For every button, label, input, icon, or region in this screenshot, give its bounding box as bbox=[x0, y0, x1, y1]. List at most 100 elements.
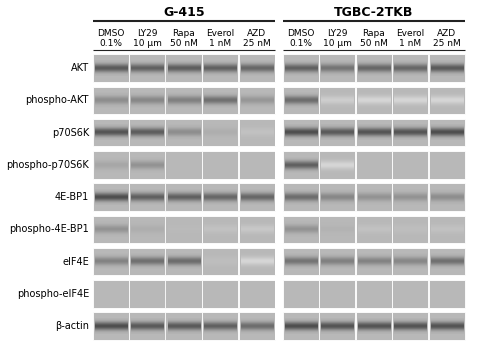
Text: phospho-AKT: phospho-AKT bbox=[26, 95, 89, 105]
Bar bbox=[356, 87, 392, 114]
Bar bbox=[356, 280, 392, 307]
Text: 1 nM: 1 nM bbox=[399, 39, 421, 48]
Bar bbox=[202, 216, 238, 243]
Bar bbox=[282, 216, 319, 243]
Text: 10 μm: 10 μm bbox=[133, 39, 162, 48]
Bar bbox=[319, 87, 356, 114]
Text: DMSO: DMSO bbox=[287, 29, 314, 38]
Text: 1 nM: 1 nM bbox=[209, 39, 232, 48]
Bar bbox=[202, 183, 238, 211]
Text: phospho-p70S6K: phospho-p70S6K bbox=[6, 160, 89, 170]
Text: Everol: Everol bbox=[396, 29, 424, 38]
Bar bbox=[129, 54, 166, 82]
Text: Rapa: Rapa bbox=[362, 29, 385, 38]
Text: 25 nM: 25 nM bbox=[243, 39, 270, 48]
Bar bbox=[202, 54, 238, 82]
Bar bbox=[319, 248, 356, 275]
Bar bbox=[428, 119, 465, 146]
Text: 50 nM: 50 nM bbox=[360, 39, 388, 48]
Bar bbox=[428, 87, 465, 114]
Text: DMSO: DMSO bbox=[97, 29, 124, 38]
Bar bbox=[282, 280, 319, 307]
Bar bbox=[238, 248, 275, 275]
Bar bbox=[282, 119, 319, 146]
Bar bbox=[92, 119, 129, 146]
Bar bbox=[92, 216, 129, 243]
Bar bbox=[166, 248, 202, 275]
Bar bbox=[275, 54, 282, 82]
Bar bbox=[92, 87, 129, 114]
Bar bbox=[202, 280, 238, 307]
Text: LY29: LY29 bbox=[327, 29, 347, 38]
Bar bbox=[92, 151, 129, 179]
Bar bbox=[129, 183, 166, 211]
Bar bbox=[428, 183, 465, 211]
Bar bbox=[238, 280, 275, 307]
Bar bbox=[202, 151, 238, 179]
Bar bbox=[319, 151, 356, 179]
Text: p70S6K: p70S6K bbox=[52, 127, 89, 138]
Bar bbox=[319, 54, 356, 82]
Text: AKT: AKT bbox=[71, 63, 89, 73]
Bar bbox=[238, 54, 275, 82]
Bar bbox=[166, 280, 202, 307]
Bar bbox=[428, 248, 465, 275]
Text: AZD: AZD bbox=[247, 29, 266, 38]
Bar bbox=[129, 312, 166, 340]
Bar bbox=[356, 216, 392, 243]
Bar bbox=[282, 151, 319, 179]
Bar bbox=[275, 151, 282, 179]
Bar bbox=[202, 87, 238, 114]
Text: AZD: AZD bbox=[437, 29, 456, 38]
Bar bbox=[129, 248, 166, 275]
Bar bbox=[275, 248, 282, 275]
Bar bbox=[428, 216, 465, 243]
Bar bbox=[202, 248, 238, 275]
Bar bbox=[392, 280, 428, 307]
Bar bbox=[238, 151, 275, 179]
Bar bbox=[356, 54, 392, 82]
Bar bbox=[356, 119, 392, 146]
Bar bbox=[129, 119, 166, 146]
Text: TGBC-2TKB: TGBC-2TKB bbox=[334, 6, 413, 19]
Bar bbox=[428, 312, 465, 340]
Bar bbox=[129, 216, 166, 243]
Bar bbox=[319, 312, 356, 340]
Bar bbox=[319, 119, 356, 146]
Bar bbox=[166, 312, 202, 340]
Text: 10 μm: 10 μm bbox=[323, 39, 352, 48]
Bar bbox=[392, 216, 428, 243]
Bar bbox=[238, 183, 275, 211]
Bar bbox=[392, 312, 428, 340]
Bar bbox=[319, 216, 356, 243]
Bar bbox=[392, 87, 428, 114]
Bar bbox=[428, 54, 465, 82]
Bar bbox=[282, 183, 319, 211]
Bar bbox=[92, 54, 129, 82]
Bar bbox=[238, 119, 275, 146]
Text: eIF4E: eIF4E bbox=[62, 257, 89, 267]
Bar bbox=[356, 151, 392, 179]
Bar bbox=[166, 216, 202, 243]
Bar bbox=[275, 216, 282, 243]
Bar bbox=[166, 151, 202, 179]
Bar bbox=[319, 280, 356, 307]
Text: 0.1%: 0.1% bbox=[289, 39, 312, 48]
Bar bbox=[92, 248, 129, 275]
Bar bbox=[202, 119, 238, 146]
Bar bbox=[275, 119, 282, 146]
Text: LY29: LY29 bbox=[137, 29, 158, 38]
Bar bbox=[275, 312, 282, 340]
Bar bbox=[238, 87, 275, 114]
Bar bbox=[428, 280, 465, 307]
Text: phospho-4E-BP1: phospho-4E-BP1 bbox=[9, 224, 89, 234]
Bar bbox=[129, 280, 166, 307]
Bar bbox=[392, 119, 428, 146]
Bar bbox=[275, 183, 282, 211]
Bar bbox=[166, 119, 202, 146]
Bar bbox=[282, 248, 319, 275]
Text: 25 nM: 25 nM bbox=[433, 39, 460, 48]
Bar bbox=[129, 87, 166, 114]
Bar bbox=[356, 183, 392, 211]
Text: 0.1%: 0.1% bbox=[99, 39, 122, 48]
